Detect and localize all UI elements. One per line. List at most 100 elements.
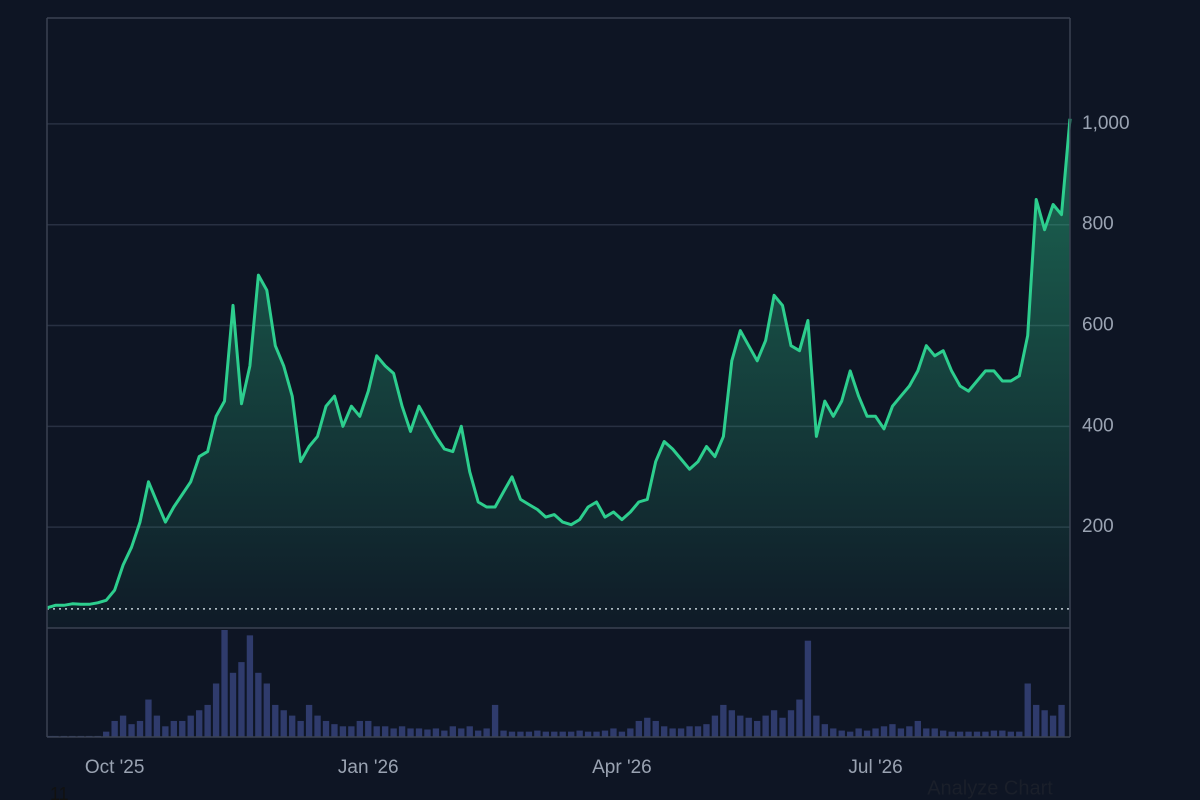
volume-bar [551,731,558,737]
volume-bar [686,726,693,737]
volume-bar [787,710,795,737]
volume-bar [221,630,228,737]
volume-bar [238,662,245,737]
volume-bar [855,728,862,737]
volume-bar [331,724,338,737]
volume-bar [796,699,803,737]
volume-bar [280,710,287,737]
volume-bar [728,710,735,737]
volume-bar [737,715,744,737]
volume-bar [475,730,482,737]
volume-bar [305,704,313,737]
volume-bar [610,728,617,737]
volume-bar [956,731,964,737]
volume-bar [762,715,769,737]
volume-bar [373,726,380,737]
volume-bar [483,728,490,737]
volume-bar [119,715,127,737]
volume-bar [398,726,406,737]
y-tick-label: 400 [1082,415,1114,436]
volume-bar [889,724,896,737]
volume-bar [711,715,719,737]
volume-bar [145,699,152,737]
volume-bar [196,710,203,737]
volume-bar [661,726,668,737]
volume-bar [339,726,347,737]
volume-bar [441,730,448,737]
volume-bar [694,726,702,737]
volume-bar [1033,704,1040,737]
volume-bar [830,728,837,737]
volume-bar [525,731,533,737]
volume-bar [103,731,110,737]
volume-bar [322,720,330,737]
mark-layer [46,118,1072,737]
volume-bar [111,720,118,737]
y-tick-label: 600 [1082,315,1114,336]
volume-bar [923,728,930,737]
price-line [46,118,1072,610]
volume-bar [948,731,955,737]
volume-bar [415,728,423,737]
volume-bar [559,731,566,737]
volume-bar [187,715,194,737]
volume-bar [770,710,778,737]
volume-bar [204,704,211,737]
volume-bar [618,731,626,737]
volume-bar [255,672,262,737]
volume-bar [162,726,169,737]
volume-bar [365,720,372,737]
volume-bar [500,730,507,737]
volume-bar [568,731,575,737]
volume-bar [458,728,465,737]
volume-bar [517,731,524,737]
volume-bar [813,715,820,737]
x-tick-label: Oct '25 [85,757,145,778]
volume-bar [1007,731,1014,737]
x-tick-label: Jan '26 [338,757,399,778]
volume-bar [627,728,634,737]
volume-bar [128,724,135,737]
volume-bar [314,715,321,737]
volume-bar [897,728,905,737]
volume-bar [356,720,363,737]
volume-bar [1041,710,1048,737]
volume-bar [593,731,600,737]
volume-bar [424,729,431,737]
volume-bar [390,728,397,737]
volume-bar [999,730,1006,737]
volume-bar [1024,683,1031,737]
volume-bar [432,728,440,737]
volume-bar [754,720,761,737]
volume-bar [804,640,812,737]
analyze-button[interactable]: Analyze Chart [927,777,1053,799]
y-tick-label: 200 [1082,516,1114,537]
volume-bar [136,720,144,737]
volume-bar [703,724,710,737]
volume-bar [652,720,659,737]
volume-bar [821,724,828,737]
badge: 11 [50,784,69,800]
x-tick-label: Jul '26 [848,757,902,778]
volume-bar [491,704,499,737]
volume-bar [466,726,473,737]
volume-bar [906,726,913,737]
volume-bar [153,715,161,737]
volume-bar [914,720,921,737]
volume-bar [584,731,592,737]
volume-bar [348,726,355,737]
x-tick-label: Apr '26 [592,757,652,778]
volume-bar [263,683,270,737]
volume-bar [720,704,727,737]
y-tick-label: 1,000 [1082,113,1130,134]
volume-bar [407,728,414,737]
volume-bar [669,728,676,737]
volume-bar [601,730,609,737]
volume-bar [644,717,651,737]
volume-bar [838,730,845,737]
volume-bar [990,730,998,737]
volume-bar [272,704,279,737]
volume-bar [940,730,947,737]
